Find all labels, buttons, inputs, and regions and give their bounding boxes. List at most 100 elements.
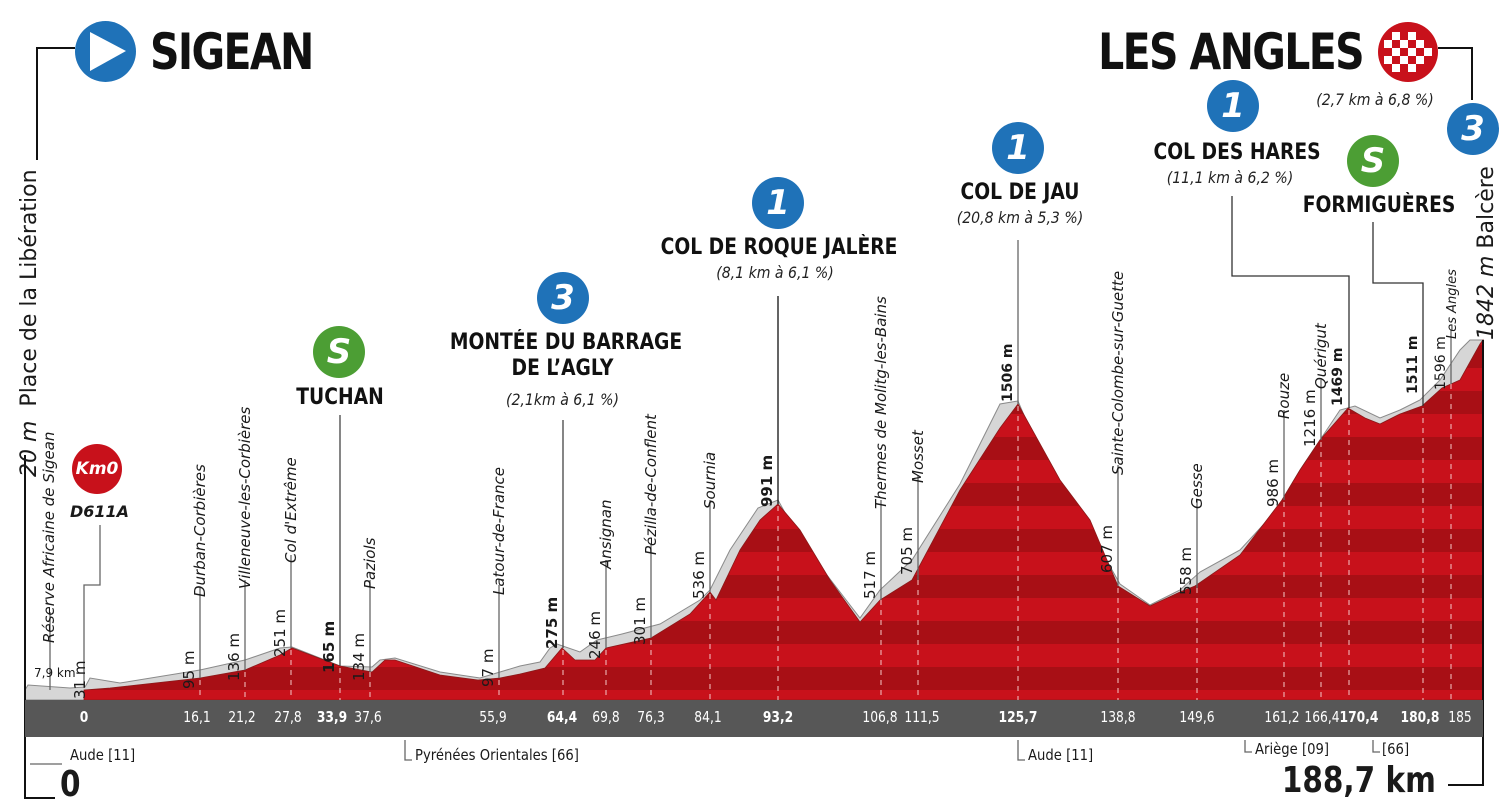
place-label: Ansignan [597, 499, 615, 569]
leader-lines [30, 196, 1452, 765]
km-marker: 84,1 [694, 708, 722, 726]
sprint-name-tuchan: TUCHAN [296, 385, 384, 410]
place-label: Pézilla-de-Conflent [642, 414, 660, 555]
km-marker: 0 [79, 708, 89, 726]
place-label: Quérigut [1312, 323, 1330, 389]
km-marker: 37,6 [354, 708, 382, 726]
km-marker: 138,8 [1100, 708, 1136, 726]
department-label: Pyrénées Orientales [66] [415, 746, 579, 764]
sprint-badge-tuchan: S [313, 326, 365, 378]
altitude-label: 705 m [898, 526, 916, 575]
km-marker: 16,1 [183, 708, 211, 726]
km-marker: 170,4 [1339, 708, 1379, 726]
climb-info-roque-jalere: (8,1 km à 6,1 %) [716, 263, 834, 282]
total-distance: 188,7 km [1281, 760, 1436, 801]
altitude-label: 134 m [350, 632, 368, 681]
km-marker: 161,2 [1264, 708, 1300, 726]
category-number: 1 [1221, 86, 1245, 126]
start-km: 0 [60, 764, 81, 805]
frame-lines [24, 47, 1484, 799]
finish-climb-info: (2,7 km à 6,8 %) [1316, 90, 1434, 109]
department-label: Aude [11] [1028, 746, 1094, 764]
climb-badge-jau: 1 [992, 122, 1044, 174]
start-altitude: 20 m [17, 420, 42, 477]
place-label: Latour-de-France [490, 466, 508, 595]
start-place: Place de la Libération [17, 169, 42, 407]
altitude-label: 1469 m [1330, 347, 1346, 406]
altitude-label: 275 m [543, 596, 561, 649]
category-number: 3 [551, 278, 575, 318]
km-marker: 93,2 [762, 708, 794, 726]
altitude-label: 986 m [1264, 458, 1282, 507]
km-marker: 106,8 [862, 708, 898, 726]
altitude-label: 536 m [690, 550, 708, 599]
altitude-label: 1216 m [1301, 389, 1319, 447]
category-number: 1 [1006, 128, 1030, 168]
finish-altitude-place: 1842 m Balcère [1474, 166, 1499, 340]
place-label: Sournia [701, 451, 719, 509]
finish-checkered-flag-icon [1378, 22, 1438, 82]
place-label: Sainte-Colombe-sur-Guette [1109, 270, 1127, 475]
category-number: 3 [1461, 109, 1485, 149]
altitude-label: 97 m [479, 648, 497, 687]
category-number: 1 [766, 183, 790, 223]
place-label: Villeneuve-les-Corbières [236, 406, 254, 589]
climb-name-jau: COL DE JAU [960, 180, 1080, 205]
km-axis-bar [25, 700, 1483, 737]
place-label: Rouze [1275, 372, 1293, 419]
sprint-symbol: S [326, 332, 352, 372]
start-play-icon [90, 32, 126, 71]
start-altitude-place: 20 m Place de la Libération [17, 169, 42, 477]
altitude-label: 95 m [180, 650, 198, 689]
altitude-label: 251 m [271, 608, 289, 657]
climb-badge-hares: 1 [1207, 80, 1259, 132]
altitude-label: 136 m [225, 632, 243, 681]
km-marker: 149,6 [1179, 708, 1215, 726]
place-label: Paziols [361, 537, 379, 589]
km-marker: 27,8 [274, 708, 302, 726]
department-label: Aude [11] [70, 746, 136, 764]
climb-info-hares: (11,1 km à 6,2 %) [1166, 168, 1294, 187]
km-marker: 76,3 [637, 708, 665, 726]
sprint-badge-formigueres: S [1347, 135, 1399, 187]
climb-info-agly: (2,1km à 6,1 %) [505, 390, 620, 409]
altitude-label: 607 m [1098, 524, 1116, 573]
altitude-label: 165 m [320, 620, 338, 673]
altitude-label: 1506 m [1000, 343, 1016, 402]
place-label: Mosset [909, 430, 927, 483]
altitude-label: 558 m [1177, 546, 1195, 595]
place-label: Les Angles [1445, 269, 1460, 339]
department-label: [66] [1382, 740, 1410, 758]
altitude-label: 246 m [586, 610, 604, 659]
climb-name-agly: MONTÉE DU BARRAGE DE L’AGLY [450, 330, 682, 383]
km-marker: 185 [1448, 708, 1472, 726]
km-marker: 64,4 [546, 708, 578, 726]
altitude-label: 1596 m [1433, 336, 1449, 390]
km-marker: 125,7 [998, 708, 1038, 726]
finish-climb-category-badge: 3 [1447, 103, 1499, 155]
climb-info-jau: (20,8 km à 5,3 %) [956, 208, 1084, 227]
place-label: Réserve Africaine de Sigean [40, 431, 58, 643]
km-marker: 180,8 [1400, 708, 1440, 726]
finish-city: LES ANGLES [1098, 23, 1365, 81]
altitude-label: 991 m [758, 454, 776, 507]
km0-badge: Km0 [72, 444, 122, 494]
climb-name-line2: DE L’AGLY [511, 356, 614, 382]
department-label: Ariège [09] [1255, 740, 1330, 758]
profile-area [83, 338, 1484, 701]
km-marker: 111,5 [904, 708, 940, 726]
start-city: SIGEAN [150, 23, 314, 81]
place-label: Thermes de Molitg-les-Bains [872, 296, 890, 509]
altitude-label: 517 m [861, 550, 879, 599]
km-marker: 21,2 [228, 708, 256, 726]
sprint-symbol: S [1360, 141, 1386, 181]
km-marker: 166,4 [1304, 708, 1340, 726]
sprint-name-formigueres: FORMIGUÈRES [1302, 193, 1456, 218]
altitude-label: 1511 m [1405, 335, 1421, 394]
km-marker: 69,8 [592, 708, 620, 726]
finish-place: Balcère [1474, 166, 1499, 249]
place-label: Durban-Corbières [191, 464, 209, 597]
start-icon-wrap [75, 21, 136, 82]
